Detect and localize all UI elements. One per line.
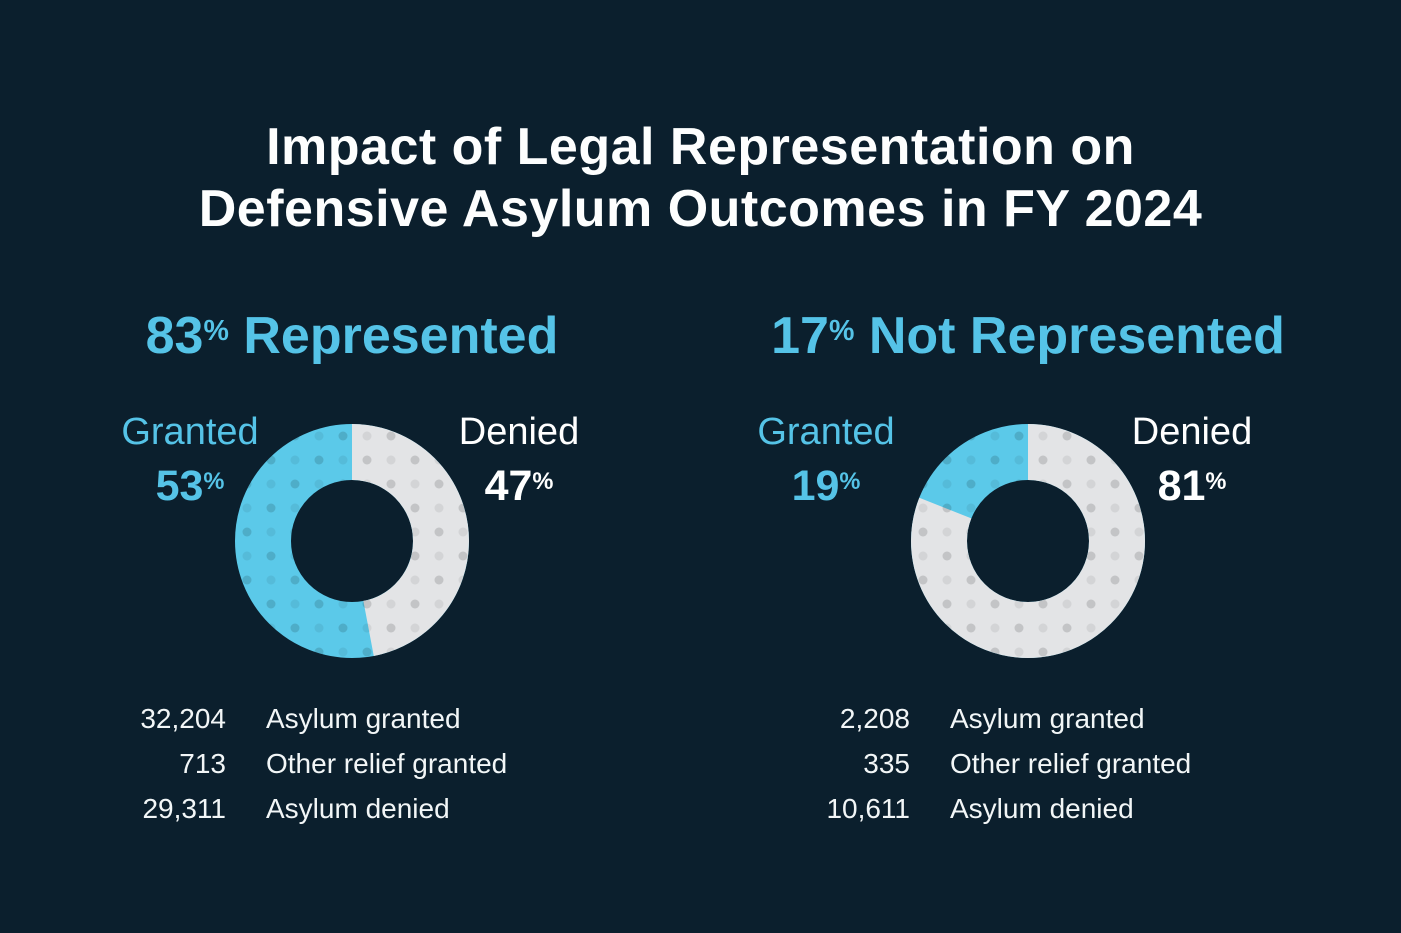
chart-section-not-represented: 17% Not Represented Granted 19% Denied 8… bbox=[736, 308, 1320, 868]
slice-percent: 47% bbox=[484, 462, 554, 510]
breakdown-list-not-represented: 2,208 Asylum granted 335 Other relief gr… bbox=[772, 696, 1191, 831]
percent-sign: % bbox=[203, 469, 225, 496]
breakdown-value: 10,611 bbox=[826, 793, 910, 824]
breakdown-value: 2,208 bbox=[839, 703, 910, 734]
slice-label-denied: Denied 47% bbox=[435, 412, 603, 515]
percent-sign: % bbox=[1205, 469, 1227, 496]
breakdown-value: 335 bbox=[863, 748, 910, 779]
page-title-line1: Impact of Legal Representation on bbox=[266, 118, 1135, 176]
page-title-line2: Defensive Asylum Outcomes in FY 2024 bbox=[198, 180, 1203, 238]
section-heading-not-represented: 17% Not Represented bbox=[736, 308, 1320, 372]
breakdown-value: 29,311 bbox=[142, 793, 226, 824]
heading-label: Represented bbox=[243, 307, 559, 365]
percent-sign: % bbox=[839, 469, 861, 496]
breakdown-label: Other relief granted bbox=[950, 748, 1192, 779]
page-title: Impact of Legal Representation on Defens… bbox=[0, 116, 1401, 240]
breakdown-value: 713 bbox=[179, 748, 226, 779]
slice-name: Denied bbox=[458, 411, 580, 453]
breakdown-label: Asylum granted bbox=[266, 703, 461, 734]
slice-percent: 81% bbox=[1157, 462, 1227, 510]
breakdown-list-represented: 32,204 Asylum granted 713 Other relief g… bbox=[88, 696, 507, 831]
breakdown-label: Asylum denied bbox=[266, 793, 450, 824]
percent-sign: % bbox=[532, 469, 554, 496]
donut-chart-not-represented bbox=[911, 424, 1145, 658]
heading-label: Not Represented bbox=[868, 307, 1285, 365]
heading-percent-value: 17 bbox=[771, 307, 829, 365]
slice-name: Granted bbox=[757, 411, 895, 453]
breakdown-label: Asylum granted bbox=[950, 703, 1145, 734]
breakdown-label: Other relief granted bbox=[266, 748, 508, 779]
heading-percent-value: 83 bbox=[145, 307, 204, 365]
slice-label-denied: Denied 81% bbox=[1108, 412, 1276, 515]
slice-label-granted: Granted 19% bbox=[736, 412, 916, 515]
breakdown-value: 32,204 bbox=[140, 703, 226, 734]
slice-name: Denied bbox=[1131, 411, 1253, 453]
slice-name: Granted bbox=[121, 411, 259, 453]
breakdown-label: Asylum denied bbox=[950, 793, 1134, 824]
percent-sign: % bbox=[828, 315, 855, 348]
chart-section-represented: 83% Represented Granted 53% Denied 47% bbox=[60, 308, 644, 868]
donut-chart-represented bbox=[235, 424, 469, 658]
percent-sign: % bbox=[203, 315, 229, 348]
slice-label-granted: Granted 53% bbox=[100, 412, 280, 515]
slice-percent: 19% bbox=[791, 462, 861, 510]
section-heading-represented: 83% Represented bbox=[60, 308, 644, 372]
slice-percent: 53% bbox=[155, 462, 225, 510]
